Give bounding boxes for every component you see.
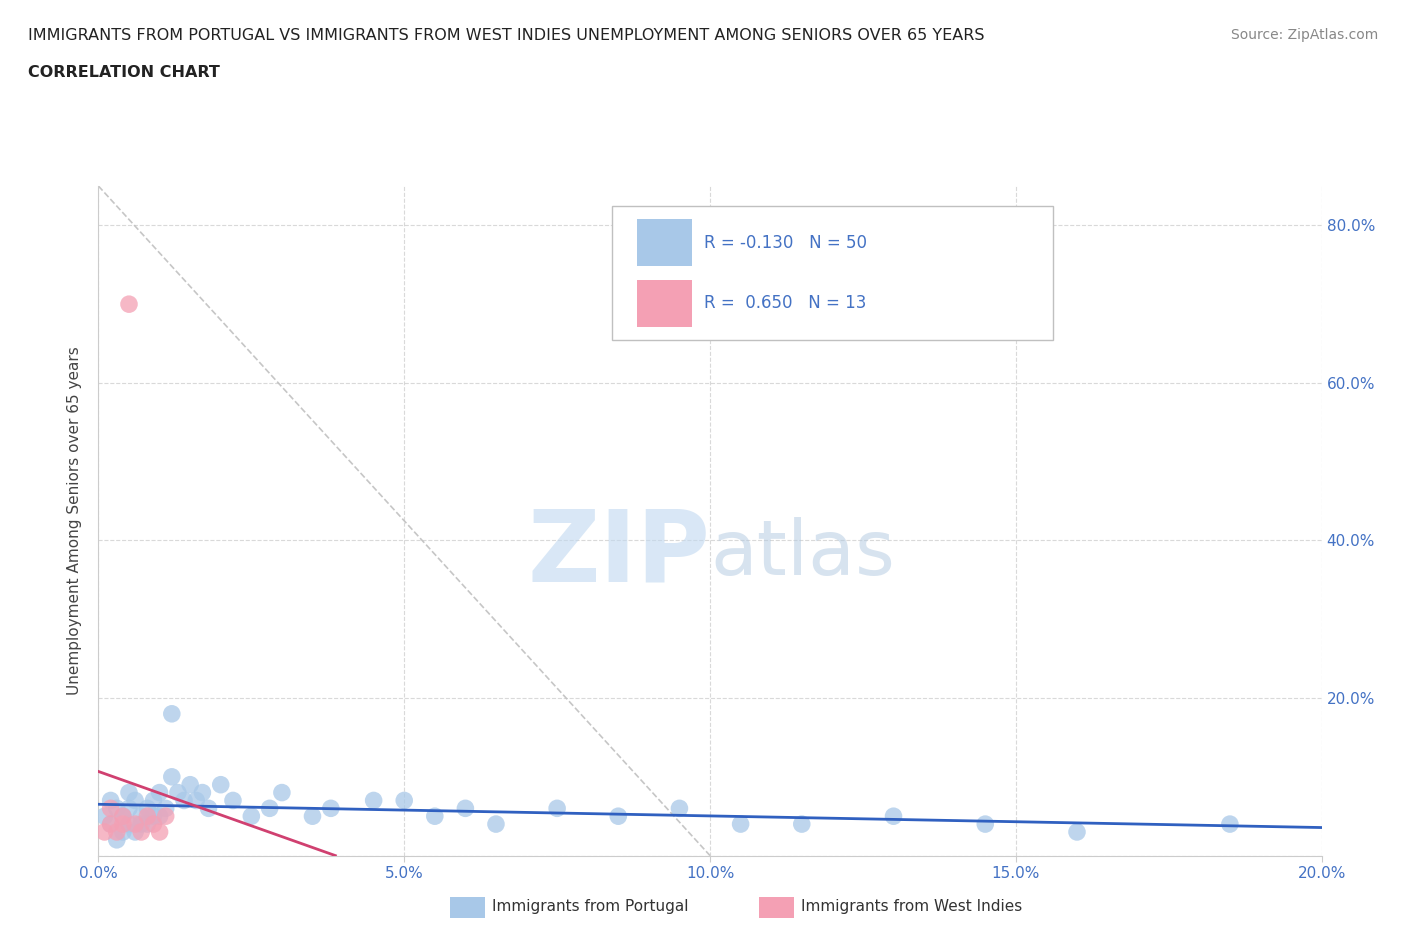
Text: atlas: atlas: [710, 517, 894, 591]
Text: CORRELATION CHART: CORRELATION CHART: [28, 65, 219, 80]
Point: [319, 801, 342, 816]
Point: [186, 793, 208, 808]
Point: [179, 777, 201, 792]
Point: [136, 817, 159, 831]
Point: [607, 809, 630, 824]
Point: [118, 785, 141, 800]
Point: [883, 809, 905, 824]
Point: [129, 825, 152, 840]
Point: [142, 809, 165, 824]
Point: [118, 297, 141, 312]
Point: [124, 817, 146, 831]
Point: [259, 801, 281, 816]
Point: [790, 817, 813, 831]
Point: [149, 785, 172, 800]
Point: [392, 793, 416, 808]
Point: [129, 809, 152, 824]
Point: [363, 793, 385, 808]
Point: [301, 809, 323, 824]
Point: [423, 809, 446, 824]
Point: [160, 769, 183, 784]
Text: IMMIGRANTS FROM PORTUGAL VS IMMIGRANTS FROM WEST INDIES UNEMPLOYMENT AMONG SENIO: IMMIGRANTS FROM PORTUGAL VS IMMIGRANTS F…: [28, 28, 984, 43]
Point: [93, 825, 115, 840]
Point: [173, 793, 195, 808]
Text: R =  0.650   N = 13: R = 0.650 N = 13: [704, 294, 866, 312]
Point: [142, 817, 165, 831]
Point: [1219, 817, 1241, 831]
Text: Source: ZipAtlas.com: Source: ZipAtlas.com: [1230, 28, 1378, 42]
Bar: [637, 219, 692, 266]
Point: [111, 817, 134, 831]
Point: [100, 817, 122, 831]
Point: [136, 801, 159, 816]
Point: [454, 801, 477, 816]
Point: [546, 801, 568, 816]
Text: Immigrants from West Indies: Immigrants from West Indies: [801, 899, 1022, 914]
Point: [111, 809, 134, 824]
Point: [149, 825, 172, 840]
Point: [167, 785, 190, 800]
Point: [100, 801, 122, 816]
Point: [155, 801, 177, 816]
Bar: [637, 280, 692, 326]
Text: ZIP: ZIP: [527, 506, 710, 603]
Text: R = -0.130   N = 50: R = -0.130 N = 50: [704, 234, 868, 252]
Y-axis label: Unemployment Among Seniors over 65 years: Unemployment Among Seniors over 65 years: [67, 347, 83, 696]
Point: [100, 793, 122, 808]
Point: [100, 817, 122, 831]
Point: [270, 785, 292, 800]
Point: [191, 785, 214, 800]
Point: [240, 809, 263, 824]
Point: [160, 707, 183, 722]
FancyBboxPatch shape: [612, 206, 1053, 340]
Point: [118, 801, 141, 816]
Point: [222, 793, 245, 808]
Point: [209, 777, 232, 792]
Point: [197, 801, 219, 816]
Point: [118, 817, 141, 831]
Point: [485, 817, 508, 831]
Point: [142, 793, 165, 808]
Point: [111, 825, 134, 840]
Point: [124, 793, 146, 808]
Point: [93, 809, 115, 824]
Point: [668, 801, 690, 816]
Text: Immigrants from Portugal: Immigrants from Portugal: [492, 899, 689, 914]
Point: [136, 809, 159, 824]
Point: [974, 817, 997, 831]
Point: [124, 825, 146, 840]
Point: [129, 817, 152, 831]
Point: [105, 801, 128, 816]
Point: [105, 832, 128, 847]
Point: [155, 809, 177, 824]
Point: [111, 809, 134, 824]
Point: [105, 825, 128, 840]
Point: [1066, 825, 1088, 840]
Point: [149, 809, 172, 824]
Point: [730, 817, 752, 831]
